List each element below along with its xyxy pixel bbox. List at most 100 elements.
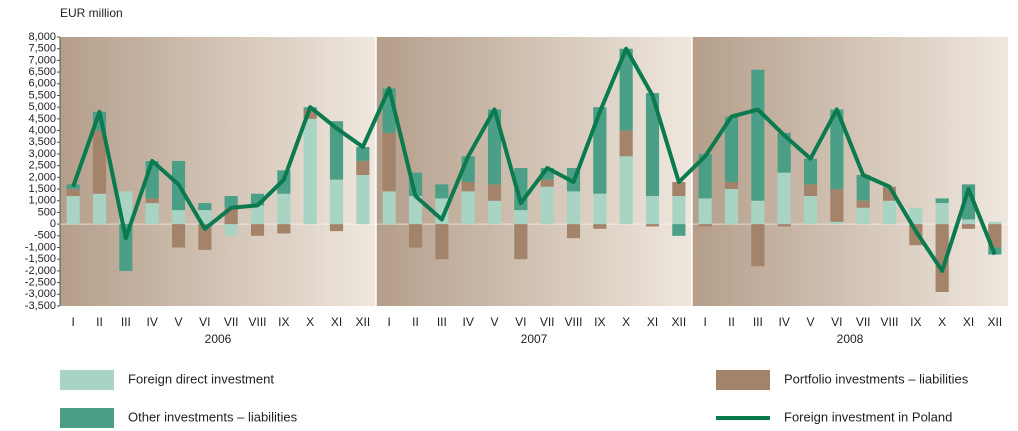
x-tick-label: VII (856, 315, 871, 329)
bar-segment (672, 224, 686, 236)
bar-segment (619, 130, 633, 157)
bar-segment (198, 224, 212, 250)
bar-segment (250, 193, 265, 206)
bar-segment (356, 175, 370, 225)
x-tick-label: VII (540, 315, 555, 329)
bar-segment (250, 224, 265, 236)
bar-segment (882, 200, 897, 225)
bar-segment (777, 172, 791, 225)
bar-segment (92, 130, 107, 194)
x-tick-label: VIII (880, 315, 898, 329)
x-tick-label: XII (355, 315, 370, 329)
year-panel (376, 37, 692, 306)
bar-segment (856, 207, 870, 225)
x-tick-label: XI (331, 315, 342, 329)
bar-segment (777, 132, 791, 173)
bar-segment (619, 48, 633, 131)
x-tick-label: VIII (248, 315, 266, 329)
legend-label: Foreign direct investment (128, 371, 274, 386)
bar-segment (303, 109, 317, 119)
y-tick-label: 2,500 (28, 160, 56, 172)
y-tick-label: 3,500 (28, 136, 56, 148)
x-tick-label: IV (462, 315, 473, 329)
y-tick-label: 4,000 (28, 124, 56, 136)
x-tick-label: VI (199, 315, 210, 329)
x-tick-label: II (96, 315, 103, 329)
y-tick-label: 2,000 (28, 171, 56, 183)
bar-segment (751, 69, 765, 201)
legend-label: Foreign investment in Poland (784, 409, 952, 424)
x-tick-label: IX (910, 315, 921, 329)
x-tick-label: V (806, 315, 814, 329)
bar-segment (619, 156, 633, 225)
bar-segment (382, 191, 396, 225)
bar-segment (382, 132, 396, 192)
y-tick-label: -2,000 (25, 265, 56, 277)
bar-segment (277, 224, 291, 234)
y-tick-label: -3,500 (25, 300, 56, 312)
bar-segment (224, 224, 238, 236)
legend-label: Portfolio investments – liabilities (784, 371, 969, 386)
bar-segment (830, 109, 844, 190)
bar-segment (751, 200, 765, 225)
bar-segment (198, 203, 212, 211)
x-tick-label: III (437, 315, 447, 329)
y-tick-label: -1,000 (25, 241, 56, 253)
x-tick-label: I (71, 315, 74, 329)
bar-segment (408, 224, 423, 248)
bar-segment (724, 116, 739, 183)
bar-segment (356, 146, 370, 161)
bar-segment (909, 207, 923, 225)
x-tick-label: XI (963, 315, 974, 329)
bar-segment (961, 224, 976, 229)
year-panel (60, 37, 376, 306)
bar-segment (935, 198, 949, 204)
bar-segment (514, 224, 528, 260)
x-tick-label: I (387, 315, 390, 329)
x-tick-label: VI (831, 315, 842, 329)
x-tick-label: IV (146, 315, 157, 329)
bar-segment (171, 224, 186, 248)
bar-segment (540, 186, 554, 225)
x-tick-label: VI (515, 315, 526, 329)
bar-segment (724, 189, 739, 225)
bar-segment (92, 193, 107, 225)
bar-segment (830, 189, 844, 222)
x-tick-label: V (174, 315, 182, 329)
bar-segment (593, 224, 607, 229)
bar-segment (593, 107, 607, 194)
bar-segment (145, 203, 159, 225)
bar-segment (672, 182, 686, 197)
line-series (71, 46, 997, 273)
bar-segment (356, 160, 370, 176)
legend-swatch (60, 370, 114, 390)
bar-segment (487, 200, 502, 225)
y-tick-label: 1,500 (28, 183, 56, 195)
bar-segment (645, 224, 660, 227)
x-tick-label: VIII (564, 315, 582, 329)
bar-segment (856, 200, 870, 208)
x-tick-label: IV (778, 315, 789, 329)
bar-segment (566, 224, 581, 239)
bar-segment (672, 196, 686, 225)
bar-segment (935, 224, 949, 292)
bar-segment (303, 118, 317, 225)
bar-segment (435, 224, 449, 260)
year-label: 2007 (521, 332, 548, 346)
bar-segment (698, 224, 712, 227)
bar-segment (540, 167, 554, 180)
bar-segment (145, 198, 159, 204)
x-tick-label: II (412, 315, 419, 329)
bar-segment (645, 93, 660, 197)
x-tick-label: VII (224, 315, 239, 329)
bar-segment (277, 193, 291, 225)
y-tick-label: -3,000 (25, 288, 56, 300)
y-tick-label: 8,000 (28, 31, 56, 43)
bar-segment (119, 224, 133, 271)
bar-segment (856, 175, 870, 201)
bar-segment (329, 179, 344, 225)
x-tick-label: V (490, 315, 498, 329)
bar-segment (698, 153, 712, 199)
bar-segment (461, 191, 475, 225)
